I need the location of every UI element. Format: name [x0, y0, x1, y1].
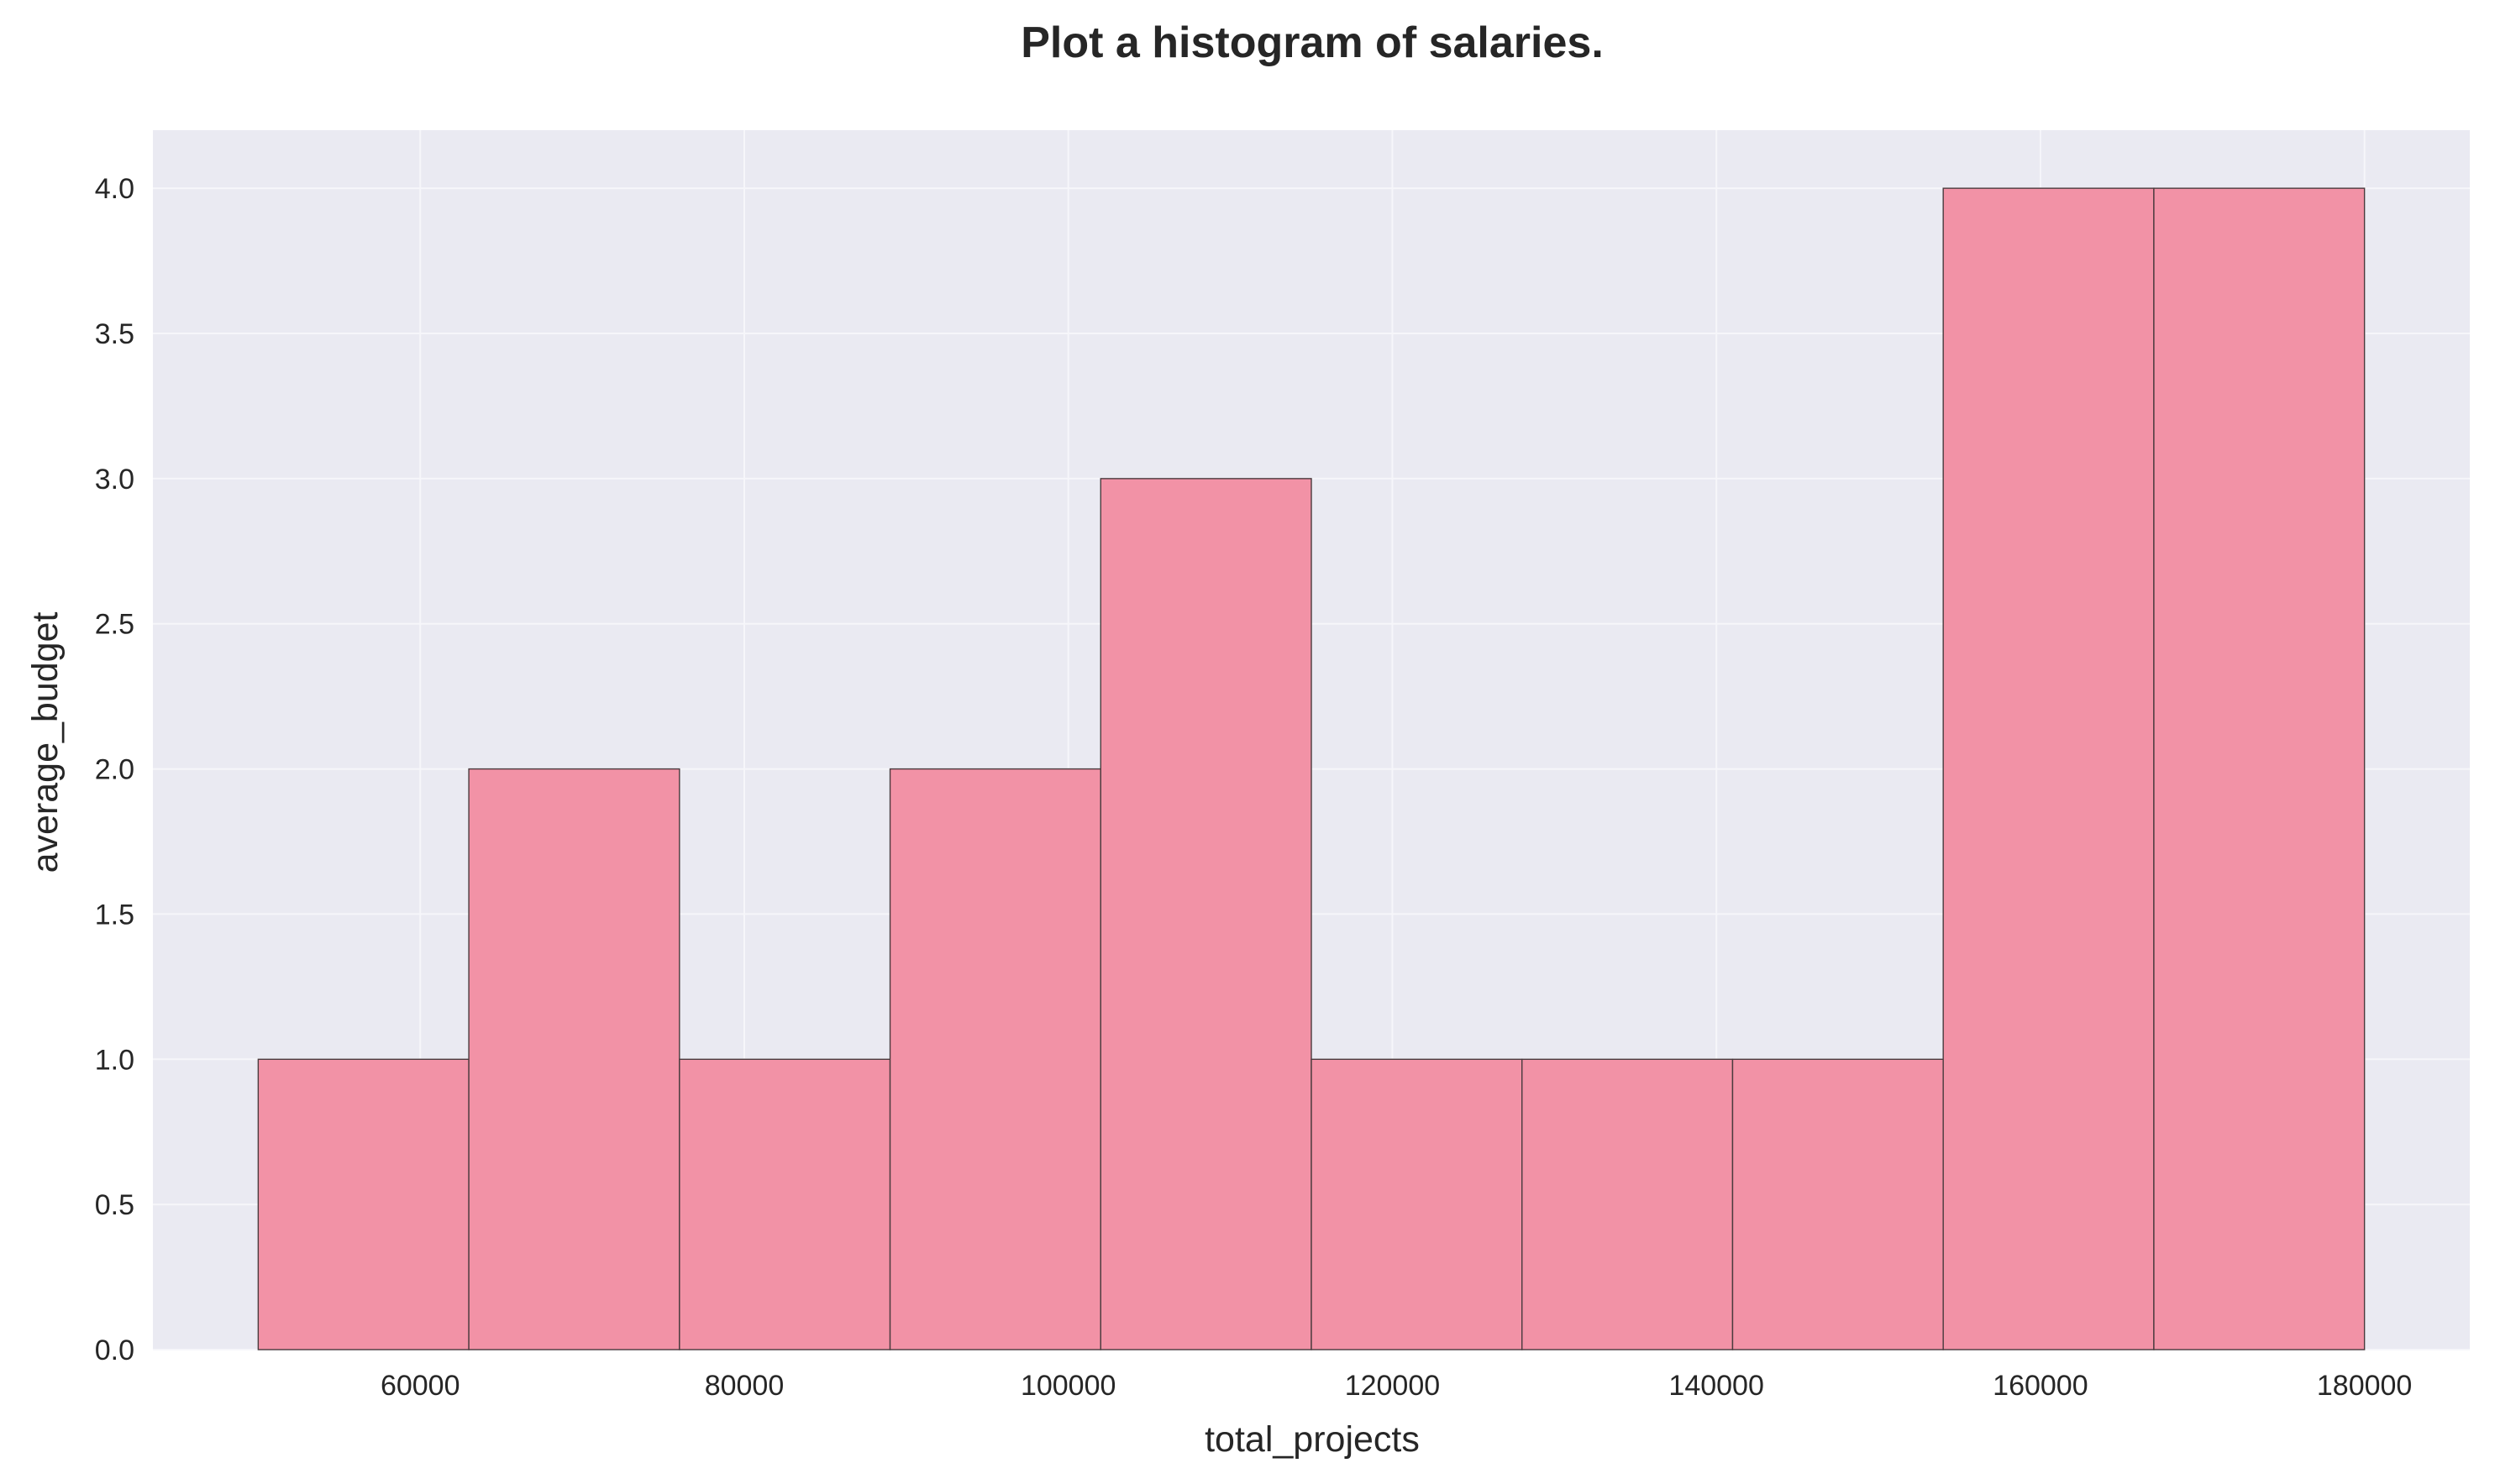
x-tick-label: 60000 [381, 1370, 460, 1402]
y-axis-ticks: 0.0 0.5 1.0 1.5 2.0 2.5 3.0 3.5 4.0 [95, 173, 134, 1366]
histogram-bar [257, 1058, 470, 1350]
histogram-bar [2153, 187, 2366, 1350]
x-tick-label: 100000 [1021, 1370, 1116, 1402]
y-tick-label: 3.0 [95, 464, 134, 496]
bars [257, 187, 2366, 1350]
histogram-bar [1311, 1058, 1523, 1350]
y-tick-label: 3.5 [95, 318, 134, 350]
histogram-bar [679, 1058, 891, 1350]
histogram-bar [468, 768, 680, 1350]
histogram-bar [1731, 1058, 1944, 1350]
histogram-bar [1100, 478, 1312, 1350]
histogram-bar [1942, 187, 2155, 1350]
y-tick-label: 0.0 [95, 1335, 134, 1366]
y-tick-label: 4.0 [95, 173, 134, 205]
y-tick-label: 0.5 [95, 1189, 134, 1221]
y-tick-label: 2.0 [95, 754, 134, 786]
x-axis-ticks: 60000 80000 100000 120000 140000 160000 180000 [381, 1370, 2412, 1402]
y-tick-label: 1.5 [95, 899, 134, 931]
chart-title: Plot a histogram of salaries. [1021, 18, 1604, 67]
x-tick-label: 180000 [2317, 1370, 2412, 1402]
histogram-bar [889, 768, 1101, 1350]
histogram-bar [1521, 1058, 1734, 1350]
x-tick-label: 140000 [1668, 1370, 1763, 1402]
x-tick-label: 120000 [1345, 1370, 1440, 1402]
x-axis-label: total_projects [1205, 1419, 1420, 1460]
x-tick-label: 80000 [705, 1370, 785, 1402]
y-axis-label: average_budget [25, 612, 66, 873]
x-tick-label: 160000 [1993, 1370, 2088, 1402]
y-tick-label: 1.0 [95, 1044, 134, 1076]
y-tick-label: 2.5 [95, 609, 134, 641]
